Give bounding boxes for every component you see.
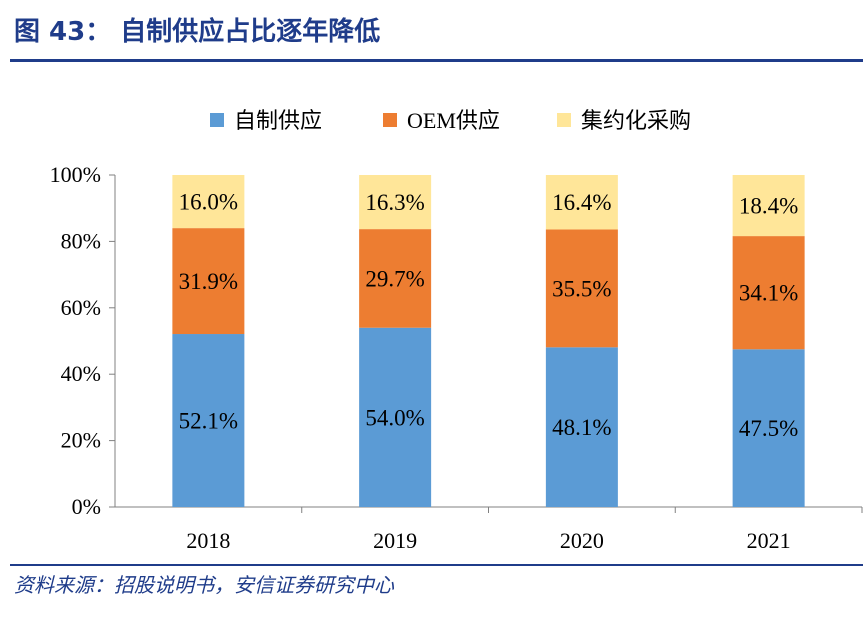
- source-rule: [10, 564, 863, 566]
- x-tick-labels: 2018 2019 2020 2021: [186, 528, 790, 553]
- data-label: 47.5%: [739, 416, 798, 441]
- legend: 自制供应 OEM供应 集约化采购: [210, 108, 691, 133]
- y-tick-label: 0%: [72, 494, 101, 519]
- bar-segment: [359, 229, 432, 328]
- legend-swatch: [557, 113, 571, 127]
- y-tick-label: 80%: [61, 228, 101, 253]
- chart-title: 图 43： 自制供应占比逐年降低: [14, 17, 381, 47]
- bar-segment: [545, 175, 618, 230]
- legend-swatch: [383, 113, 397, 127]
- data-label: 16.4%: [552, 190, 611, 215]
- x-tick-label: 2020: [560, 528, 604, 553]
- legend-label: 自制供应: [234, 108, 322, 133]
- data-label: 35.5%: [552, 276, 611, 301]
- source-note: 资料来源：招股说明书，安信证券研究中心: [14, 573, 394, 597]
- y-tick-label: 40%: [61, 361, 101, 386]
- data-label: 52.1%: [179, 409, 238, 434]
- bar-segment: [732, 349, 805, 507]
- bar-segment: [359, 327, 432, 507]
- data-label: 54.0%: [365, 405, 424, 430]
- bar-segment: [545, 347, 618, 507]
- bars: 52.1% 31.9% 16.0% 54.0% 29.7% 16.3% 48.1% 35.5%…: [172, 175, 805, 507]
- bar-segment: [172, 175, 245, 229]
- legend-label: OEM供应: [407, 108, 500, 133]
- y-tick-label: 60%: [61, 295, 101, 320]
- data-label: 16.3%: [365, 190, 424, 215]
- bar-segment: [545, 229, 618, 348]
- data-label: 29.7%: [365, 266, 424, 291]
- data-label: 34.1%: [739, 281, 798, 306]
- data-label: 31.9%: [179, 269, 238, 294]
- axes: 0% 20% 40% 60% 80% 100%: [50, 162, 863, 519]
- bar-segment: [172, 334, 245, 507]
- data-label: 18.4%: [739, 194, 798, 219]
- bar-segment: [172, 228, 245, 335]
- title-rule: [10, 59, 863, 62]
- data-label: 48.1%: [552, 415, 611, 440]
- x-tick-label: 2019: [373, 528, 417, 553]
- y-tick-label: 100%: [50, 162, 101, 187]
- y-tick-label: 20%: [61, 428, 101, 453]
- bar-segment: [732, 236, 805, 350]
- bar-segment: [359, 175, 432, 230]
- legend-label: 集约化采购: [581, 108, 691, 133]
- legend-swatch: [210, 113, 224, 127]
- bar-segment: [732, 175, 805, 237]
- stacked-bar-chart: 自制供应 OEM供应 集约化采购 0% 20% 40% 60% 80% 100% 52.1% 3…: [50, 108, 863, 553]
- x-tick-label: 2021: [747, 528, 791, 553]
- x-tick-label: 2018: [186, 528, 230, 553]
- data-label: 16.0%: [179, 190, 238, 215]
